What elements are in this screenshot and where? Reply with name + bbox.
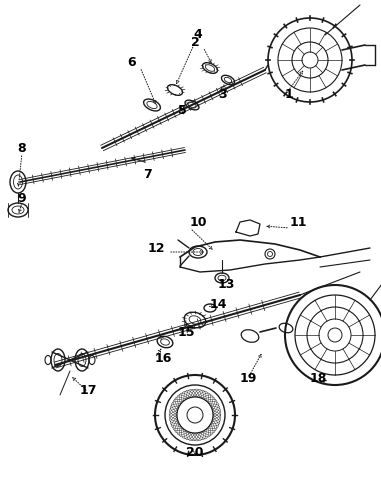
Text: 7: 7 — [144, 168, 152, 181]
Text: 12: 12 — [147, 241, 165, 254]
Text: 5: 5 — [178, 104, 187, 117]
Text: 19: 19 — [239, 372, 257, 384]
Text: 16: 16 — [155, 351, 172, 364]
Text: 17: 17 — [79, 384, 97, 396]
Text: 15: 15 — [178, 325, 195, 338]
Text: 9: 9 — [18, 192, 26, 204]
Text: 11: 11 — [290, 216, 307, 228]
Text: 3: 3 — [218, 88, 227, 101]
Text: 18: 18 — [309, 372, 327, 384]
Text: 6: 6 — [127, 56, 136, 69]
Text: 4: 4 — [193, 28, 202, 41]
Text: 1: 1 — [285, 88, 294, 101]
Text: 8: 8 — [18, 142, 26, 155]
Text: 14: 14 — [210, 299, 227, 312]
Text: 13: 13 — [218, 278, 235, 291]
Text: 10: 10 — [190, 216, 208, 228]
Text: 2: 2 — [191, 36, 200, 48]
Text: 20: 20 — [186, 445, 204, 458]
